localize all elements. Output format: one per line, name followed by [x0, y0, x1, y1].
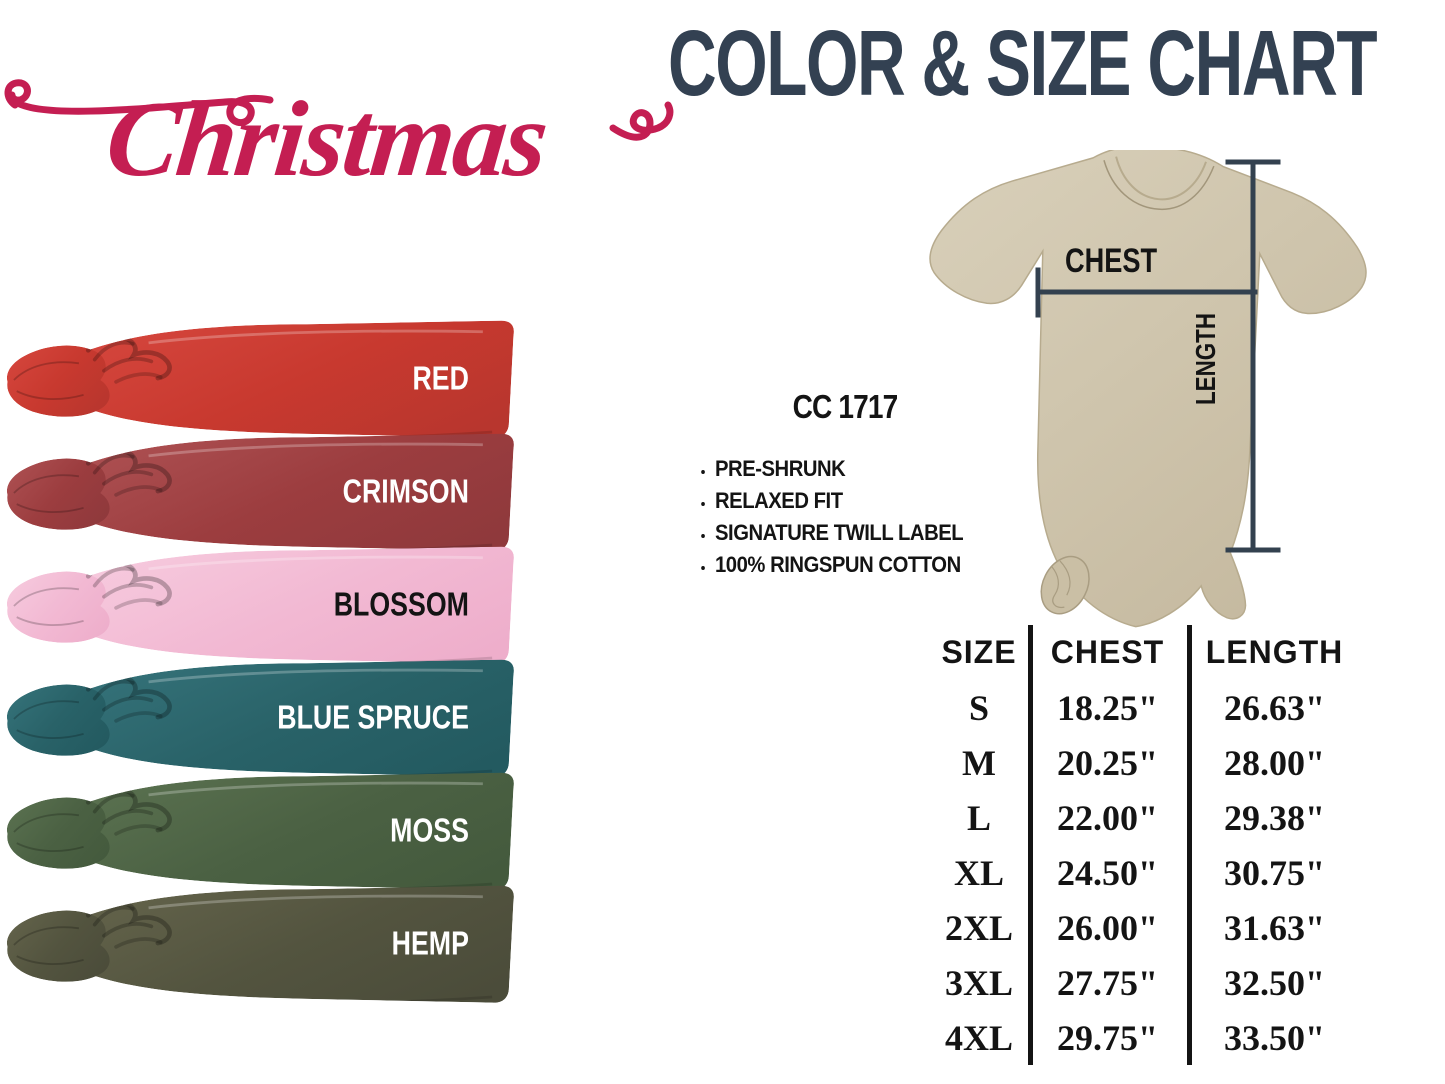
svg-text:MOSS: MOSS	[390, 813, 469, 849]
svg-text:LENGTH: LENGTH	[1191, 313, 1222, 405]
svg-text:RED: RED	[412, 361, 468, 397]
svg-text:HEMP: HEMP	[392, 926, 469, 962]
svg-text:BLOSSOM: BLOSSOM	[334, 587, 469, 623]
svg-text:BLUE SPRUCE: BLUE SPRUCE	[277, 700, 469, 736]
svg-text:CRIMSON: CRIMSON	[343, 474, 469, 510]
svg-text:CHEST: CHEST	[1065, 241, 1157, 280]
